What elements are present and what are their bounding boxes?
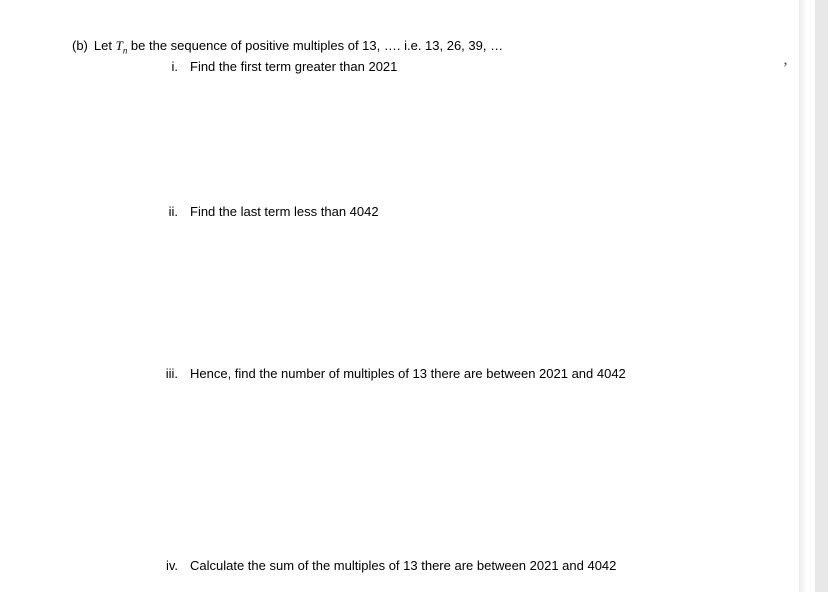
document-page: (b) Let Tn be the sequence of positive m… [0,0,815,592]
intro-text: Let Tn be the sequence of positive multi… [94,38,503,57]
intro-after-var: be the sequence of positive multiples of… [127,38,503,53]
sub-question-iii: iii. Hence, find the number of multiples… [156,366,743,383]
sub-question-text: Find the first term greater than 2021 [190,59,397,76]
sequence-variable: T [116,38,123,53]
part-label: (b) [72,38,88,55]
roman-numeral: i. [156,59,178,74]
page-shadow-edge [799,0,807,592]
sub-question-ii: ii. Find the last term less than 4042 [156,204,743,221]
roman-numeral: iv. [156,558,178,573]
annotation-mark: ʼ [782,60,787,78]
sub-question-iv: iv. Calculate the sum of the multiples o… [156,558,743,575]
sub-question-text: Calculate the sum of the multiples of 13… [190,558,616,575]
roman-numeral: ii. [156,204,178,219]
sub-question-text: Hence, find the number of multiples of 1… [190,366,626,383]
sub-question-text: Find the last term less than 4042 [190,204,379,221]
question-intro: (b) Let Tn be the sequence of positive m… [72,38,743,57]
intro-before-var: Let [94,38,116,53]
roman-numeral: iii. [156,366,178,381]
sub-question-i: i. Find the first term greater than 2021 [156,59,743,76]
